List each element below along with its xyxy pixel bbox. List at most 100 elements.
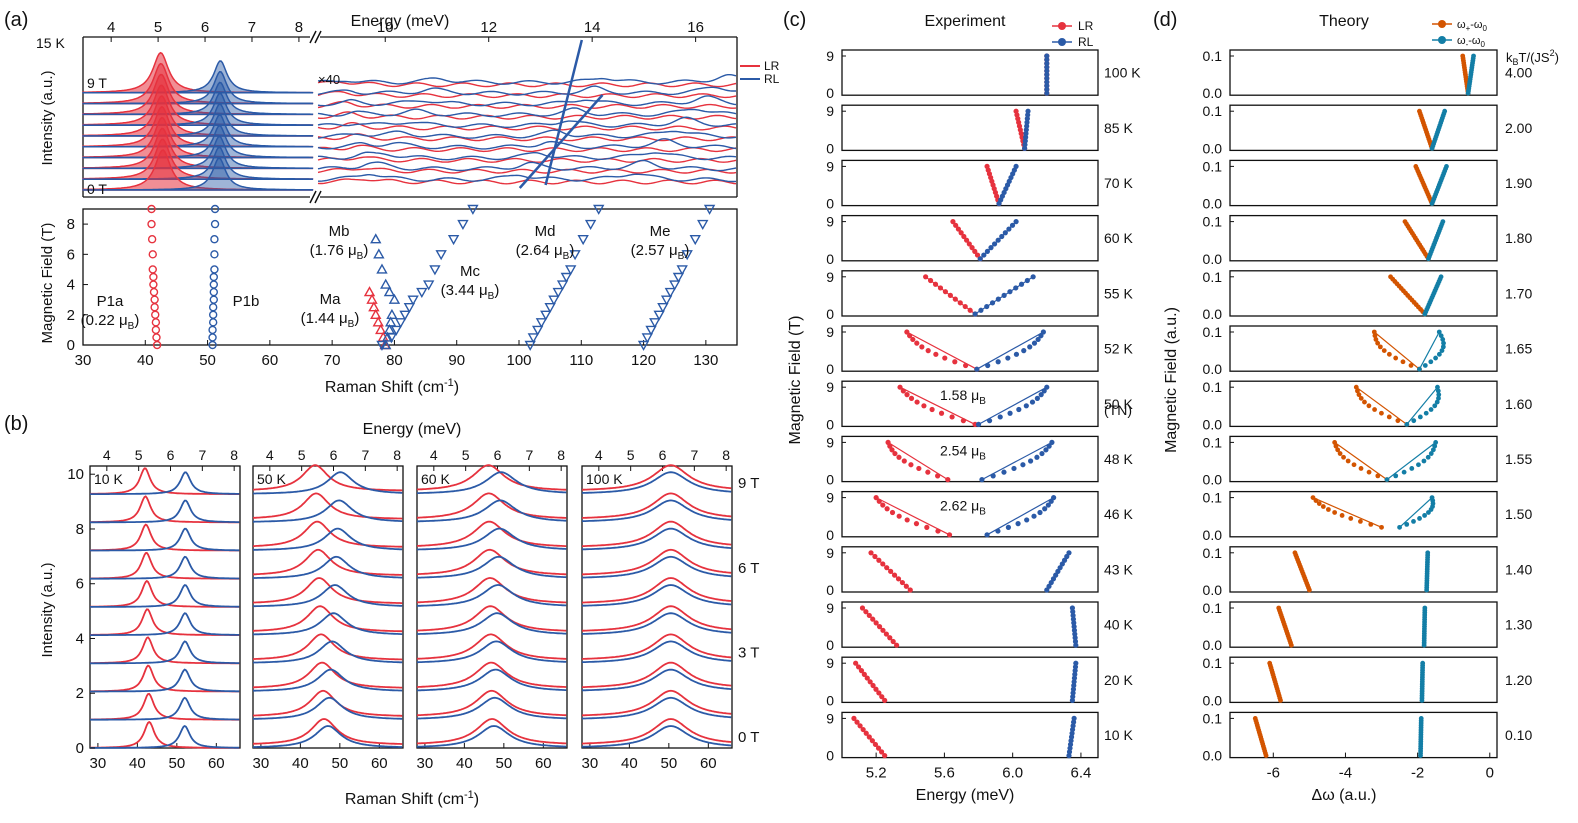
d-y-tick-label: 0.1 [1203, 214, 1223, 230]
b-lr-fit [90, 551, 240, 580]
a-x-tick-label: 40 [137, 352, 154, 369]
b-energy-tick-label: 6 [659, 447, 667, 463]
d-y-tick-label: 0.1 [1203, 158, 1223, 174]
d-plus-line [1334, 441, 1388, 481]
c-rl-point [1044, 83, 1050, 89]
d-plus-point [1348, 516, 1354, 521]
c-lr-point [935, 528, 941, 534]
c-rl-point [1044, 57, 1050, 63]
b-lr-fit [582, 633, 732, 660]
a-md-point [544, 303, 556, 314]
d-xlabel: Δω (a.u.) [1312, 787, 1377, 804]
a-mode-name-p1b: P1b [233, 293, 260, 310]
a-mb-point [383, 286, 396, 297]
b-rl-fit [581, 527, 732, 551]
a-lr-magnon-trace [317, 122, 737, 131]
a-break-mark-2 [314, 30, 322, 44]
c-rl-point [1044, 75, 1050, 81]
c-rl-point [1071, 715, 1077, 722]
d-plus-point [1375, 340, 1381, 346]
a-top-tick-label: 16 [687, 19, 704, 36]
c-lr-point [873, 620, 879, 626]
d-plus-point [1358, 519, 1363, 524]
d-minus-point [1423, 410, 1429, 416]
a-energy-title: Energy (meV) [351, 13, 450, 30]
b-rl-fit [581, 555, 732, 579]
a-mode-moment-close: ) [494, 282, 499, 299]
c-rl-point [1070, 609, 1076, 615]
b-lr-fit [90, 636, 240, 665]
b-energy-tick-label: 4 [595, 447, 603, 463]
c-lr-point [953, 222, 959, 228]
c-rl-point [1023, 134, 1029, 140]
a-mode-moment-sub: B [128, 321, 135, 332]
c-rl-point [974, 366, 980, 372]
d-plus-point [1335, 447, 1341, 453]
a-mode-name-md: Md [535, 223, 556, 240]
c-row-frame [841, 601, 1099, 648]
c-rl-point [1044, 86, 1050, 93]
c-lr-point [923, 274, 929, 280]
c-rl-point [1069, 697, 1075, 704]
c-rl-point [1024, 116, 1030, 122]
b-energy-tick-label: 6 [494, 447, 502, 463]
c-lr-point [855, 664, 862, 670]
c-lr-point [858, 668, 865, 674]
b-rl-fit [90, 471, 240, 495]
c-rl-point [1044, 79, 1050, 85]
c-lr-point [958, 230, 964, 236]
c-x-tick-label: 5.6 [934, 765, 955, 782]
c-lr-point [851, 715, 857, 722]
a-mode-name-ma: Ma [320, 291, 341, 308]
c-lr-point [900, 388, 906, 394]
b-rl-fit [417, 612, 567, 635]
d-x-tick-label: 0 [1486, 765, 1494, 782]
c-rl-point [1041, 388, 1047, 394]
b-y-tick-label: 10 [67, 466, 84, 483]
b-y-tick-label: 2 [76, 685, 84, 702]
c-rl-point [1001, 292, 1007, 298]
c-rl-point [999, 233, 1005, 240]
b-y-tick-label: 0 [76, 740, 84, 757]
a-mode-moment-md: (2.64 μB) [516, 242, 575, 262]
b-rl-fit [417, 668, 567, 692]
b-rl-fit [253, 499, 403, 523]
a-md-point [569, 250, 581, 261]
a-rl-phonon-trace [82, 92, 314, 126]
a-rl-phonon-trace [82, 81, 314, 116]
a-ma-point [370, 308, 382, 319]
c-temp-label: 20 K [1104, 672, 1133, 688]
c-row-frame [841, 490, 1099, 538]
c-lr-point [904, 392, 910, 398]
b-x-tick-label: 40 [292, 755, 309, 772]
c-lr-point [896, 513, 902, 519]
c-lr-point [927, 277, 934, 284]
d-minus-point [1444, 164, 1449, 169]
a-mode-moment-sub: B [488, 291, 495, 302]
c-rl-point [1071, 624, 1077, 630]
b-rl-fit [581, 471, 732, 494]
a-y-tick-label: 0 [67, 337, 75, 354]
c-rl-point [1034, 395, 1040, 401]
d-plus-point [1358, 466, 1364, 471]
a-break-mark-1 [309, 30, 317, 44]
b-lr-fit [90, 523, 240, 552]
a-mb-point [386, 308, 398, 319]
c-y-tick-label: 0 [826, 748, 834, 764]
b-xlabel: Raman Shift (cm-1) [345, 789, 479, 808]
c-rl-point [1018, 281, 1025, 287]
a-mode-labels: P1a (0.22 μB) P1b Ma (1.44 μB) Mb (1.76 μB) Mc (… [81, 223, 690, 332]
c-rl-point [1013, 163, 1019, 169]
a-x-tick-label: 90 [448, 352, 465, 369]
a-mc-point [385, 333, 398, 344]
a-p1b-point [210, 235, 219, 244]
c-lr-point [904, 517, 910, 523]
a-p1a-point [151, 310, 160, 319]
a-field-axes: 30 40 50 60 70 80 90 100 110 120 130 0 2 4 6 8 [67, 204, 738, 369]
a-rl-phonon-trace [82, 146, 314, 180]
b-rl-fit [581, 612, 732, 635]
a-p1a-point [151, 318, 161, 327]
d-plus-point [1413, 164, 1419, 169]
d-plus-point [1356, 392, 1362, 398]
d-y-tick-label: 0.0 [1203, 85, 1223, 101]
